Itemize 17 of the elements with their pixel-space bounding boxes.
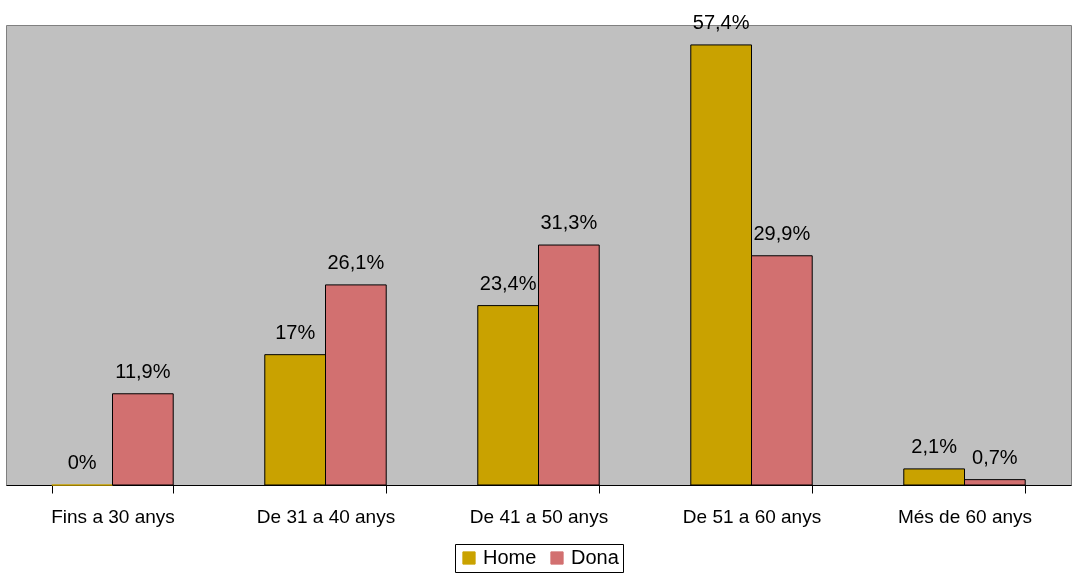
data-label: 29,9%: [753, 221, 811, 244]
x-tick-label: De 51 a 60 anys: [682, 505, 822, 527]
legend-label: Dona: [571, 546, 620, 568]
x-tick-label: Fins a 30 anys: [51, 505, 175, 527]
data-label: 31,3%: [540, 211, 598, 234]
data-label: 11,9%: [115, 359, 171, 382]
x-tick-label: De 31 a 40 anys: [256, 505, 396, 527]
data-label: 57,4%: [692, 10, 750, 33]
data-label: 0%: [67, 451, 97, 473]
data-label: 26,1%: [327, 250, 385, 273]
data-label: 2,1%: [911, 434, 958, 457]
x-tick-label: Més de 60 anys: [897, 505, 1033, 527]
data-label: 23,4%: [479, 271, 537, 294]
legend-label: Home: [483, 546, 537, 568]
data-label: 17%: [275, 320, 316, 343]
data-label: 0,7%: [972, 445, 1018, 468]
x-tick-label: De 41 a 50 anys: [469, 505, 609, 527]
